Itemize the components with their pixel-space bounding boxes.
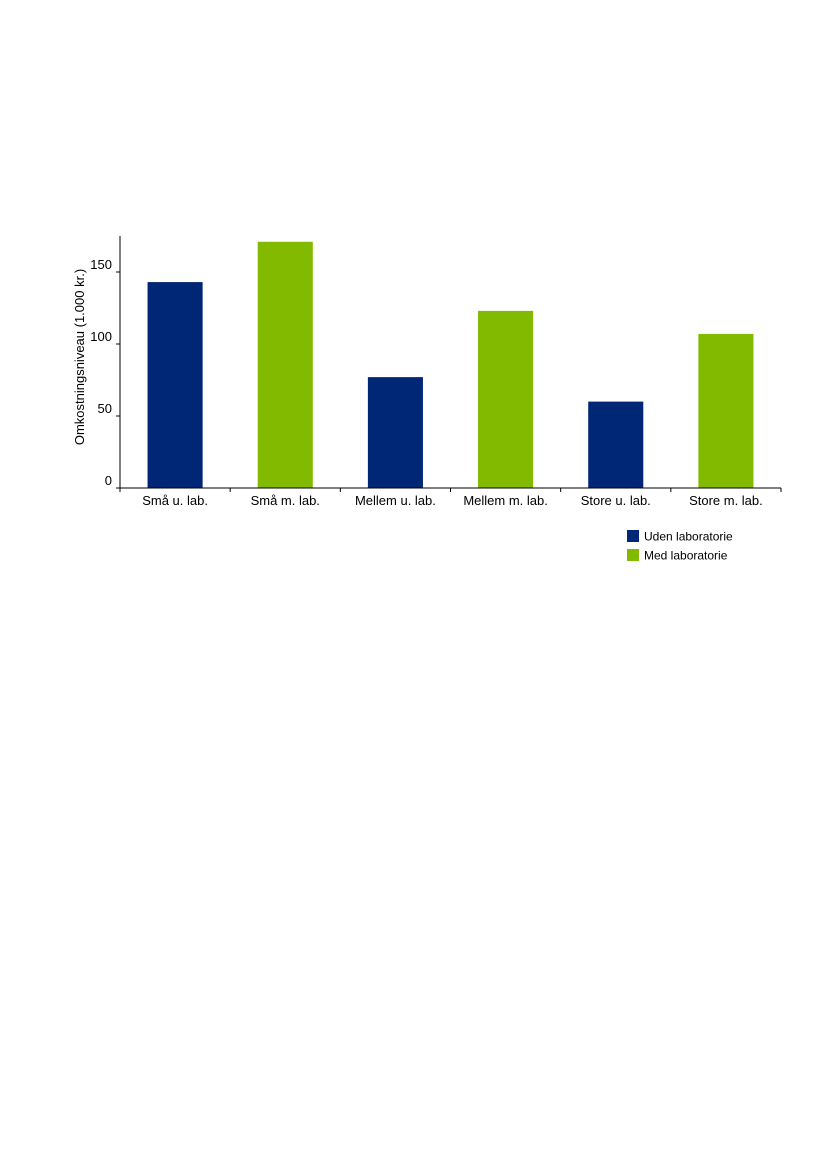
y-ticks-group: 0 50 100 150 bbox=[90, 257, 120, 489]
bar-4 bbox=[588, 401, 644, 488]
y-tick-label-1: 50 bbox=[98, 401, 112, 416]
legend-swatch-1 bbox=[627, 549, 639, 561]
bars-group bbox=[147, 241, 754, 488]
x-tick-label-5: Store m. lab. bbox=[689, 493, 763, 508]
bar-0 bbox=[147, 282, 203, 488]
y-axis-title: Omkostningsniveau (1.000 kr.) bbox=[72, 269, 87, 445]
x-ticks-group: Små u. lab. Små m. lab. Mellem u. lab. Mell… bbox=[119, 488, 782, 508]
legend-label-1: Med laboratorie bbox=[644, 549, 728, 563]
legend-label-0: Uden laboratorie bbox=[644, 530, 733, 544]
y-tick-label-2: 100 bbox=[90, 329, 112, 344]
x-tick-label-0: Små u. lab. bbox=[142, 493, 208, 508]
x-tick-label-2: Mellem u. lab. bbox=[355, 493, 436, 508]
x-tick-label-3: Mellem m. lab. bbox=[463, 493, 548, 508]
bar-2 bbox=[367, 377, 423, 488]
bar-1 bbox=[257, 241, 313, 488]
legend-swatch-0 bbox=[627, 530, 639, 542]
x-tick-label-4: Store u. lab. bbox=[581, 493, 651, 508]
y-tick-label-0: 0 bbox=[105, 473, 112, 488]
y-tick-label-3: 150 bbox=[90, 257, 112, 272]
legend: Uden laboratorie Med laboratorie bbox=[627, 530, 733, 563]
bar-5 bbox=[698, 333, 754, 488]
x-tick-label-1: Små m. lab. bbox=[251, 493, 320, 508]
bar-3 bbox=[478, 310, 534, 488]
axes-group bbox=[119, 236, 781, 489]
